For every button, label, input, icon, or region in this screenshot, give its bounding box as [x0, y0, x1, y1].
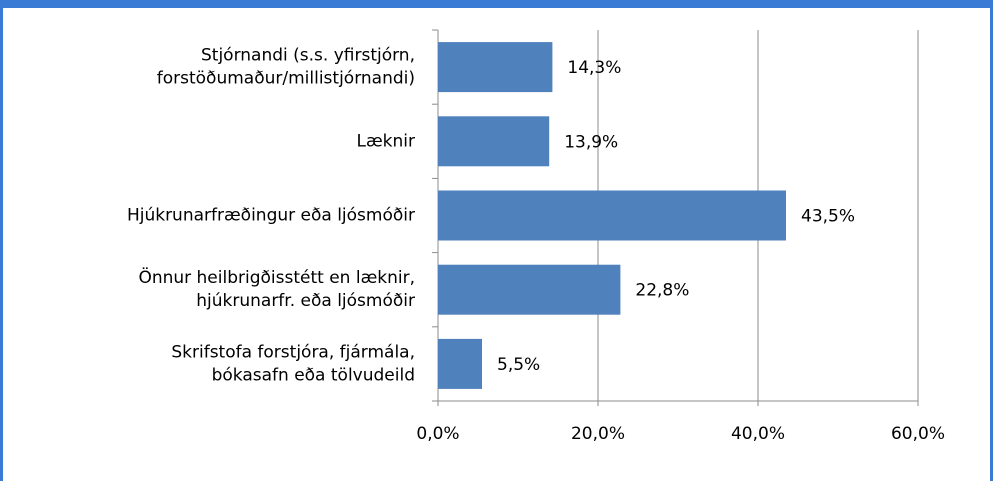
y-tick-label: Skrifstofa forstjóra, fjármála,	[171, 342, 415, 362]
x-tick-label: 0,0%	[416, 424, 459, 444]
x-tick-label: 60,0%	[891, 424, 945, 444]
value-label: 22,8%	[635, 281, 689, 301]
frame-top	[0, 0, 993, 8]
y-tick-label: forstöðumaður/millistjórnandi)	[157, 69, 415, 89]
bar	[438, 42, 553, 93]
value-label: 43,5%	[801, 207, 855, 227]
frame-left	[0, 0, 3, 481]
x-tick-label: 40,0%	[731, 424, 785, 444]
frame-right	[990, 0, 993, 481]
value-label: 13,9%	[564, 132, 618, 152]
value-label: 14,3%	[567, 58, 621, 78]
y-tick-label: hjúkrunarfr. eða ljósmóðir	[196, 291, 415, 311]
y-tick-label: Hjúkrunarfræðingur eða ljósmóðir	[127, 206, 415, 226]
y-tick-label: bókasafn eða tölvudeild	[212, 365, 415, 385]
value-label: 5,5%	[497, 355, 540, 375]
bar	[438, 116, 550, 167]
bar	[438, 338, 482, 389]
bar	[438, 264, 621, 315]
y-tick-label: Stjórnandi (s.s. yfirstjórn,	[201, 46, 415, 66]
y-tick-label: Önnur heilbrigðisstétt en læknir,	[138, 266, 415, 288]
y-tick-label: Læknir	[357, 131, 416, 151]
bar	[438, 190, 786, 241]
x-tick-label: 20,0%	[571, 424, 625, 444]
